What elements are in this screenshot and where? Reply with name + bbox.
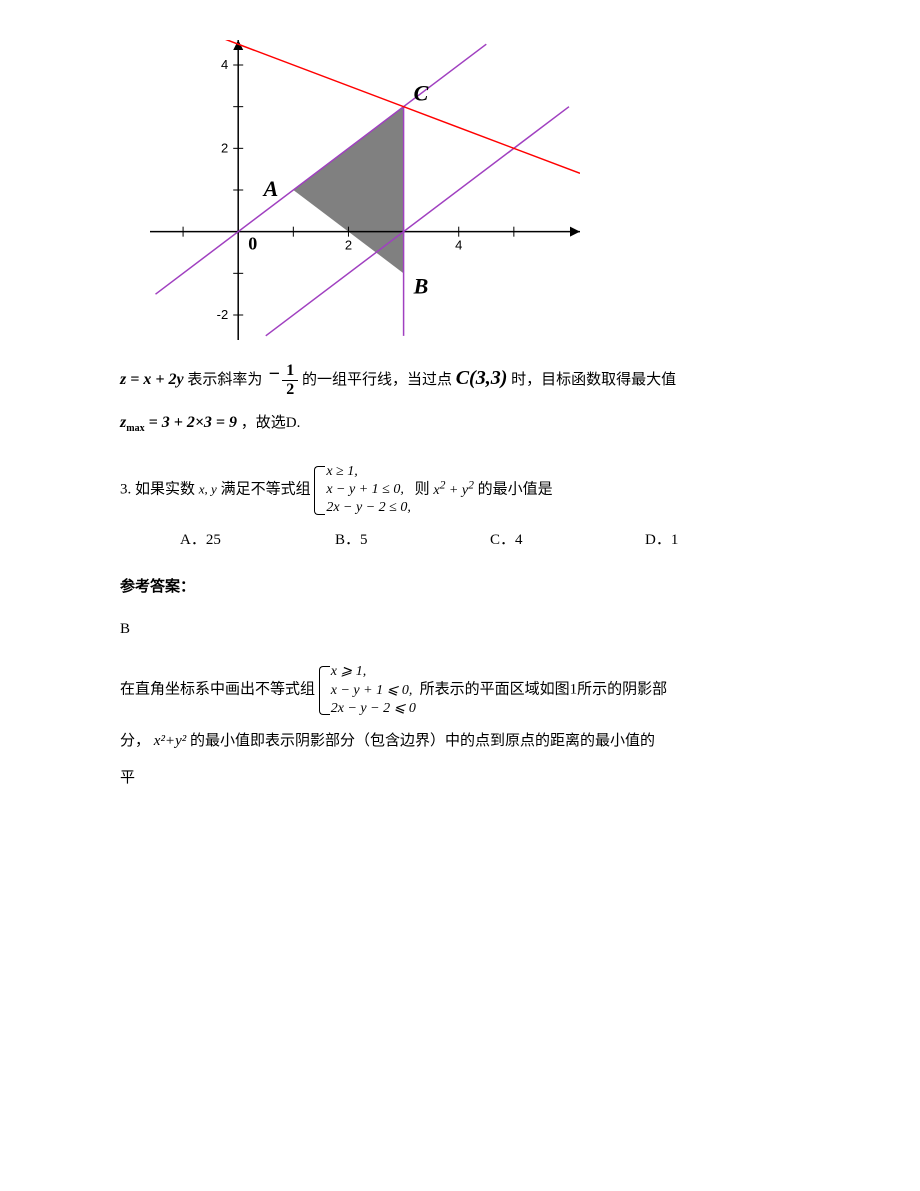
slope-pre-text: 表示斜率为 <box>187 372 262 388</box>
q3-sys-r3: 2x − y − 2 ≤ 0, <box>326 500 411 515</box>
svg-text:-2: -2 <box>217 307 229 322</box>
zmax-expr: zmax = 3 + 2×3 = 9 <box>120 414 237 431</box>
q3-opt-c-val: 4 <box>515 532 523 548</box>
svg-text:B: B <box>413 273 429 298</box>
slope-mid-text: 的一组平行线，当过点 <box>302 372 452 388</box>
question3-stem: 3. 如果实数 x, y 满足不等式组 x ≥ 1, x − y + 1 ≤ 0… <box>120 463 800 518</box>
s3-sys-r1: x ⩾ 1, <box>331 664 366 679</box>
slope-num: 1 <box>282 362 298 381</box>
slope-sign: − <box>268 363 280 385</box>
q3-sys-r1: x ≥ 1, <box>326 464 357 479</box>
q3-tail: 的最小值是 <box>478 482 553 498</box>
slope-den: 2 <box>282 381 298 399</box>
s3-l2-text: 的最小值即表示阴影部分（包含边界）中的点到原点的距离的最小值的 <box>190 733 655 749</box>
svg-text:A: A <box>262 176 279 201</box>
q3-vars: x, y <box>199 482 217 497</box>
q3-opt-d-val: 1 <box>671 532 679 548</box>
s3-pre: 在直角坐标系中画出不等式组 <box>120 682 315 698</box>
svg-text:4: 4 <box>221 57 228 72</box>
objective-expr: z = x + 2y <box>120 371 184 388</box>
q3-pre: 如果实数 <box>135 482 195 498</box>
s3-sys-r3: 2x − y − 2 ⩽ 0 <box>331 701 416 716</box>
solution1-zmax-paragraph: zmax = 3 + 2×3 = 9 ，故选D. <box>120 409 800 438</box>
after-point-text: 时，目标函数取得最大值 <box>511 372 676 388</box>
solution3-line3: 平 <box>120 765 800 792</box>
answer-letter: B <box>120 616 800 643</box>
point-c-expr: C(3,3) <box>456 367 508 389</box>
q3-system: x ≥ 1, x − y + 1 ≤ 0, 2x − y − 2 ≤ 0, <box>314 463 411 518</box>
lp-diagram-figure: 2 4 -2 2 4 0 A B C <box>150 40 800 340</box>
answer-header: 参考答案： <box>120 574 800 601</box>
q3-sys-r2: x − y + 1 ≤ 0, <box>326 482 404 497</box>
solution1-paragraph: z = x + 2y 表示斜率为 − 1 2 的一组平行线，当过点 C(3,3)… <box>120 360 800 399</box>
s3-l2-var: x²+y² <box>154 733 186 749</box>
s3-sys-r2: x − y + 1 ⩽ 0, <box>331 683 413 698</box>
q3-target: x2 + y2 <box>433 483 474 498</box>
s3-l3: 平 <box>120 770 135 786</box>
q3-after-sys: 则 <box>415 482 430 498</box>
q3-number: 3. <box>120 482 131 498</box>
s3-system: x ⩾ 1, x − y + 1 ⩽ 0, 2x − y − 2 ⩽ 0 <box>319 663 416 718</box>
q3-opt-a-val: 25 <box>206 532 221 548</box>
q3-option-a: A．25 <box>180 527 335 554</box>
q3-mid: 满足不等式组 <box>221 482 311 498</box>
s3-l2-pre: 分， <box>120 733 150 749</box>
q3-option-d: D．1 <box>645 527 800 554</box>
solution3-line2: 分， x²+y² 的最小值即表示阴影部分（包含边界）中的点到原点的距离的最小值的 <box>120 728 800 755</box>
solution3-line1: 在直角坐标系中画出不等式组 x ⩾ 1, x − y + 1 ⩽ 0, 2x −… <box>120 663 800 718</box>
svg-text:C: C <box>414 81 429 106</box>
q3-opt-b-val: 5 <box>360 532 368 548</box>
svg-text:4: 4 <box>455 238 462 253</box>
slope-fraction: 1 2 <box>282 362 298 398</box>
s3-l1-after: 所表示的平面区域如图1所示的阴影部 <box>420 682 668 698</box>
svg-text:0: 0 <box>248 234 257 254</box>
q3-options: A．25 B．5 C．4 D．1 <box>180 527 800 554</box>
q3-option-c: C．4 <box>490 527 645 554</box>
conclusion-text: ，故选D. <box>241 415 301 431</box>
lp-diagram-svg: 2 4 -2 2 4 0 A B C <box>150 40 580 340</box>
svg-text:2: 2 <box>221 140 228 155</box>
svg-text:2: 2 <box>345 238 352 253</box>
q3-option-b: B．5 <box>335 527 490 554</box>
